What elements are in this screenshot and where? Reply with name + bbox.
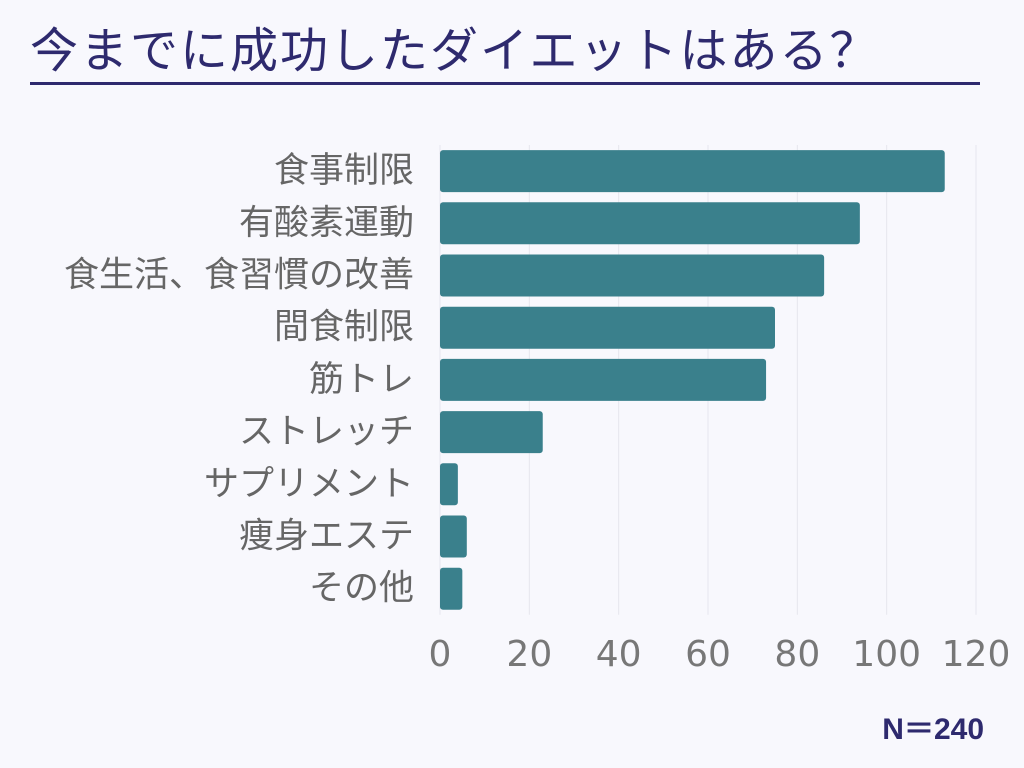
bar	[440, 411, 543, 454]
category-labels: 食事制限有酸素運動食生活、食習慣の改善間食制限筋トレストレッチサプリメント痩身エ…	[64, 151, 414, 609]
x-tick-label: 20	[506, 634, 552, 675]
x-tick-label: 120	[942, 634, 1011, 675]
x-tick-label: 100	[852, 634, 921, 675]
category-label: 有酸素運動	[239, 203, 414, 243]
x-tick-label: 40	[596, 634, 642, 675]
sample-size-label: N＝240	[882, 713, 984, 746]
category-label: ストレッチ	[239, 412, 414, 452]
bar	[440, 202, 860, 245]
category-label: 食生活、食習慣の改善	[64, 256, 414, 296]
bar	[440, 306, 775, 349]
chart-title: 今までに成功したダイエットはある？	[30, 23, 880, 79]
x-axis-ticks: 0 20 40 60 80 100 120	[429, 634, 1011, 675]
category-label: 間食制限	[274, 308, 414, 348]
x-tick-label: 0	[429, 634, 452, 675]
bar	[440, 463, 458, 506]
bar	[440, 567, 463, 610]
category-label: 痩身エステ	[239, 517, 414, 557]
category-label: その他	[309, 569, 414, 609]
bar	[440, 358, 767, 401]
title-underline	[30, 82, 980, 85]
bars	[440, 150, 945, 610]
category-label: 食事制限	[274, 151, 414, 191]
bar	[440, 150, 945, 193]
bar	[440, 515, 467, 558]
category-label: サプリメント	[204, 464, 414, 504]
x-tick-label: 80	[774, 634, 820, 675]
x-tick-label: 60	[685, 634, 731, 675]
category-label: 筋トレ	[309, 360, 414, 400]
bar	[440, 254, 825, 297]
